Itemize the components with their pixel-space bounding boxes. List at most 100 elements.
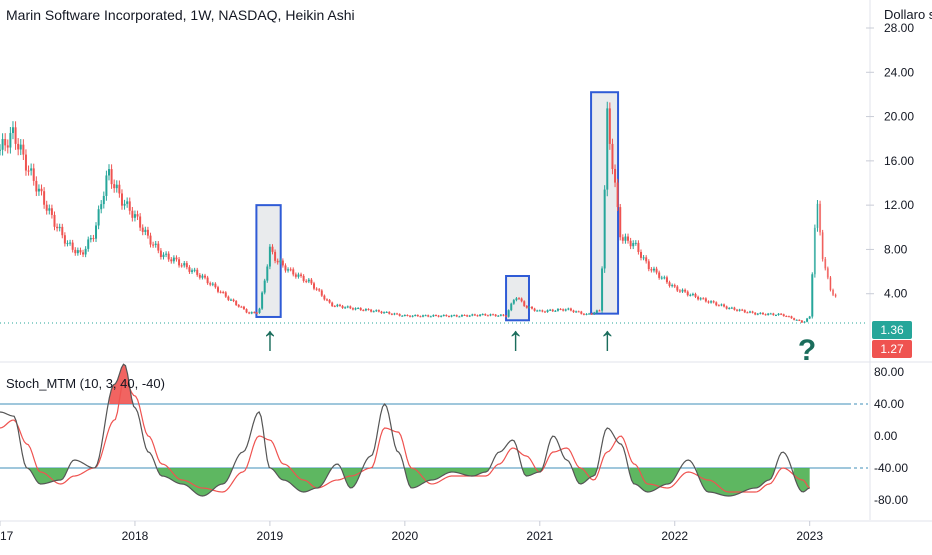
candle-body [305,280,308,282]
candle-body [193,269,196,271]
candle-body [691,293,694,295]
candle-body [611,143,614,169]
candle-body [315,288,318,290]
candle-body [188,267,191,272]
candle-body [100,204,103,210]
candle-body [294,274,297,277]
last-price-badge-up: 1.36 [872,321,912,339]
candle-body [673,285,676,287]
candle-body [476,315,479,317]
candle-body [1,138,4,150]
candle-body [45,204,48,211]
candle-body [824,259,827,269]
candle-body [816,203,819,228]
candle-body [632,243,635,247]
candle-body [375,310,378,312]
candle-body [489,314,492,316]
candle-body [396,313,399,315]
indicator-tick-label: 40.00 [874,397,904,411]
candle-body [717,305,720,307]
candle-body [292,269,295,275]
candle-body [11,127,14,134]
candle-body [300,274,303,276]
candle-body [593,312,596,315]
candle-body [562,309,565,311]
candle-body [590,313,593,315]
candle-body [471,314,474,316]
candle-body [82,252,85,255]
candle-body [198,274,201,278]
candle-body [808,316,811,319]
candle-body [697,296,700,300]
candle-body [43,191,46,205]
candle-body [699,298,702,300]
candle-body [710,301,713,303]
candle-body [58,226,61,229]
candle-body [245,309,248,313]
candle-body [598,310,601,312]
candle-body [707,301,710,303]
candle-body [9,133,12,148]
candle-body [502,314,505,316]
candle-body [235,301,238,305]
candle-body [185,263,188,268]
candle-body [492,314,495,316]
candle-body [497,315,500,317]
candle-body [556,308,559,311]
candle-body [564,309,567,311]
candle-body [178,259,181,266]
indicator-tick-label: -80.00 [874,493,908,507]
candle-body [453,315,456,317]
candle-body [274,251,277,261]
candle-body [419,316,422,318]
candle-body [764,314,767,316]
candle-body [468,315,471,317]
indicator-tick-label: 0.00 [874,429,898,443]
candle-body [71,242,74,250]
candle-body [601,268,604,311]
candle-body [515,298,518,301]
candle-body [370,309,373,312]
candle-body [442,314,445,316]
candle-body [743,310,746,313]
candle-body [424,315,427,317]
candle-body [634,242,637,244]
candle-body [748,311,751,313]
candle-body [580,311,583,314]
candle-body [162,254,165,258]
candle-body [157,243,160,251]
candle-body [266,266,269,281]
candle-body [725,306,728,309]
candle-body [531,306,534,309]
candle-body [204,275,207,278]
candle-body [323,295,326,300]
candle-body [154,243,157,245]
candle-body [567,308,570,310]
candle-body [95,225,98,239]
candle-body [224,292,227,297]
candle-body [671,285,674,287]
candle-body [79,250,82,253]
candle-body [14,127,17,144]
candle-body [772,313,775,316]
candle-body [107,169,110,176]
candle-body [214,283,217,288]
candle-body [813,227,816,275]
candle-body [240,306,243,308]
candle-body [460,314,463,317]
candle-body [494,314,497,317]
candle-body [253,312,256,314]
candle-body [751,311,754,313]
candle-body [136,214,139,217]
candle-body [689,294,692,296]
oversold-fill [28,468,810,496]
candle-body [120,193,123,206]
candle-body [603,189,606,269]
candle-body [676,286,679,291]
candle-body [172,257,175,262]
candle-body [777,313,780,316]
candle-body [289,269,292,271]
candle-body [331,302,334,307]
candle-body [268,246,271,267]
